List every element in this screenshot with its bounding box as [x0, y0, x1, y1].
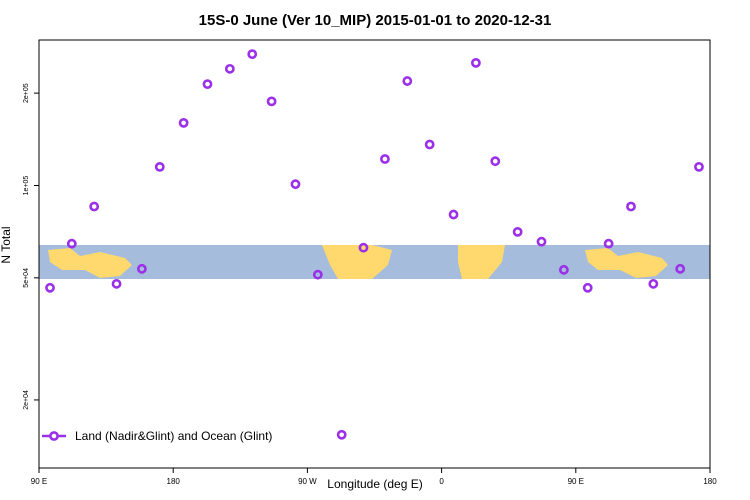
point [247, 49, 258, 60]
point [694, 161, 704, 172]
x-tick-label: 180 [703, 477, 717, 486]
y-tick-label: 2e+05 [23, 83, 30, 103]
point [582, 282, 593, 293]
point [675, 263, 686, 274]
y-tick-label: 2e+04 [23, 390, 30, 410]
point [424, 139, 435, 150]
x-tick-label: 90 E [568, 477, 584, 486]
point [66, 238, 77, 249]
point [490, 156, 501, 167]
point [536, 236, 547, 247]
point [648, 278, 659, 289]
point [603, 238, 614, 249]
y-axis-label: N Total [0, 226, 13, 263]
point [202, 79, 213, 90]
x-tick-label: 0 [439, 477, 444, 486]
point [448, 209, 459, 220]
point [45, 282, 55, 293]
point [336, 429, 347, 440]
point [558, 264, 569, 275]
point [178, 117, 189, 128]
point [626, 201, 636, 212]
point [358, 242, 369, 253]
point [89, 201, 100, 212]
point [224, 63, 235, 74]
point [111, 278, 122, 289]
point [266, 96, 277, 107]
legend-label: Land (Nadir&Glint) and Ocean (Glint) [75, 429, 272, 443]
point [154, 161, 165, 172]
x-tick-label: 90 W [298, 477, 317, 486]
x-axis-label: Longitude (deg E) [327, 477, 422, 491]
legend-marker [49, 431, 59, 441]
point [402, 76, 413, 86]
point [290, 179, 301, 190]
point [136, 263, 147, 274]
y-tick-label: 1e+05 [23, 176, 30, 196]
point [512, 226, 523, 237]
map-band [39, 245, 710, 279]
point [312, 269, 323, 280]
chart-title: 15S-0 June (Ver 10_MIP) 2015-01-01 to 20… [199, 12, 552, 29]
x-tick-label: 180 [167, 477, 181, 486]
y-tick-label: 5e+04 [23, 268, 30, 288]
plot-frame [38, 39, 711, 469]
point [380, 154, 390, 164]
x-tick-label: 90 E [31, 477, 47, 486]
point [470, 57, 481, 68]
